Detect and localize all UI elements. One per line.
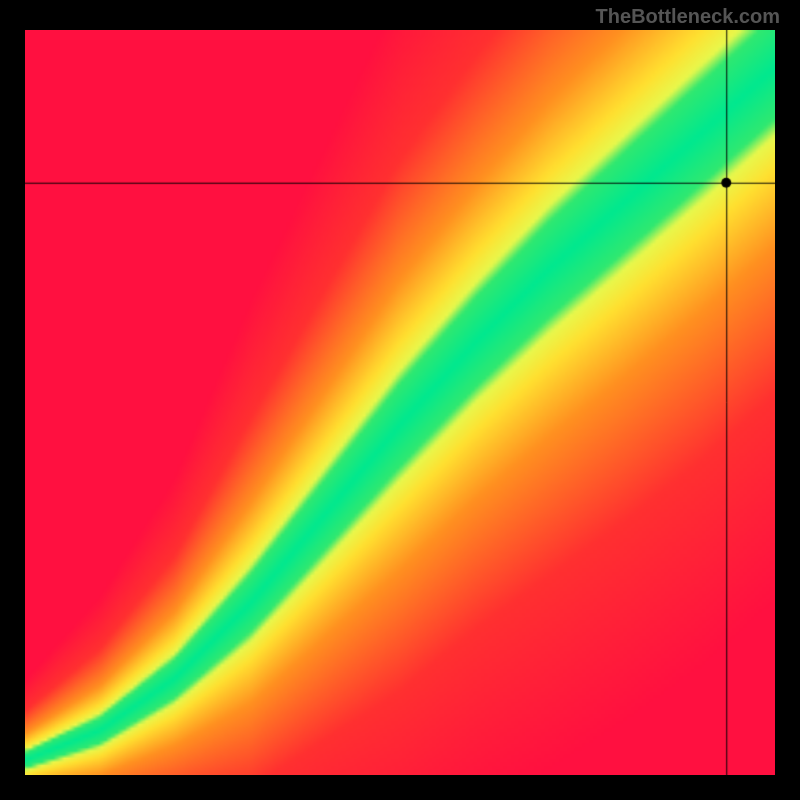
crosshair-overlay	[25, 30, 775, 775]
bottleneck-heatmap	[25, 30, 775, 775]
watermark: TheBottleneck.com	[596, 6, 780, 29]
